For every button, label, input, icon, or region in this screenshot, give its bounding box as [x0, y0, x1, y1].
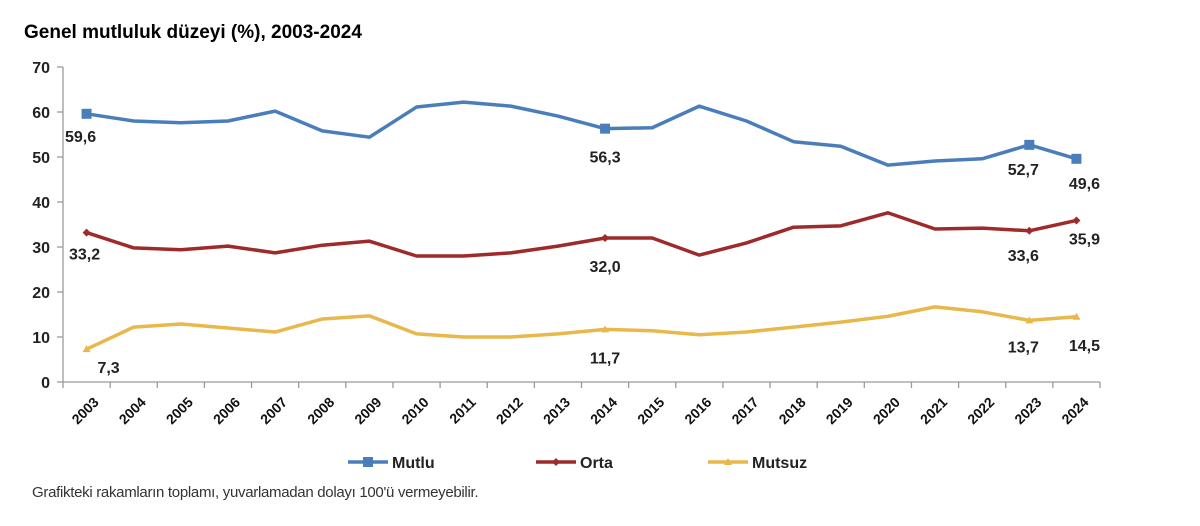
- data-label: 52,7: [1008, 162, 1039, 179]
- data-point-marker: [1025, 316, 1034, 324]
- x-tick-label: 2019: [823, 394, 856, 427]
- data-label: 14,5: [1069, 338, 1100, 355]
- data-labels: 59,6 56,3 52,7 49,6 33,2 32,0 33,6 35,9 7,3 11,7 1…: [65, 129, 1100, 377]
- data-point-marker: [1071, 153, 1082, 164]
- series-line-mutsuz: [84, 305, 1079, 351]
- y-tick-label: 10: [32, 330, 50, 347]
- data-label: 32,0: [589, 259, 620, 276]
- x-tick-label: 2006: [210, 394, 243, 427]
- data-label: 59,6: [65, 129, 96, 146]
- x-tick-label: 2012: [493, 394, 526, 427]
- legend-marker: [552, 458, 560, 466]
- x-tick-label: 2020: [870, 394, 903, 427]
- y-tick-label: 60: [32, 105, 50, 122]
- y-axis: 0 10 20 30 40 50 60 70: [32, 60, 64, 392]
- data-label: 13,7: [1008, 339, 1039, 356]
- x-tick-label: 2018: [775, 394, 808, 427]
- chart-title: Genel mutluluk düzeyi (%), 2003-2024: [24, 22, 362, 43]
- x-tick-label: 2022: [964, 394, 997, 427]
- legend-label: Mutsuz: [752, 455, 807, 472]
- legend-marker: [724, 458, 732, 465]
- x-tick-label: 2011: [446, 394, 479, 427]
- data-point-marker: [601, 234, 610, 242]
- data-label: 33,6: [1008, 248, 1039, 265]
- y-tick-label: 40: [32, 195, 50, 212]
- x-tick-label: 2021: [917, 394, 950, 427]
- y-tick-label: 50: [32, 150, 50, 167]
- data-label: 56,3: [589, 150, 620, 167]
- y-tick-label: 20: [32, 285, 50, 302]
- data-label: 7,3: [97, 360, 119, 377]
- data-point-marker: [1024, 139, 1035, 150]
- data-label: 49,6: [1069, 176, 1100, 193]
- legend-label: Mutlu: [392, 455, 435, 472]
- data-point-marker: [600, 123, 611, 134]
- legend-item-mutlu: Mutlu: [348, 455, 435, 472]
- data-label: 33,2: [69, 247, 100, 264]
- series-lines: [81, 100, 1082, 353]
- x-tick-label: 2008: [304, 394, 337, 427]
- x-tick-label: 2007: [257, 394, 290, 427]
- series-line-orta: [84, 211, 1079, 258]
- x-tick-label: 2004: [116, 394, 149, 427]
- x-tick-label: 2013: [540, 394, 573, 427]
- x-tick-label: 2014: [587, 394, 620, 427]
- footnote: Grafikteki rakamların toplamı, yuvarlama…: [32, 484, 479, 501]
- data-point-marker: [1025, 226, 1034, 235]
- data-point-marker: [82, 345, 91, 353]
- data-point-marker: [82, 228, 91, 237]
- legend-marker: [363, 457, 373, 467]
- x-tick-label: 2016: [681, 394, 714, 427]
- x-tick-label: 2017: [728, 394, 761, 427]
- x-tick-label: 2023: [1011, 394, 1044, 427]
- x-tick-label: 2010: [398, 394, 431, 427]
- series-line-mutlu: [84, 100, 1079, 167]
- data-point-marker: [1072, 216, 1081, 225]
- legend-item-orta: Orta: [536, 455, 613, 472]
- legend-item-mutsuz: Mutsuz: [708, 455, 807, 472]
- x-axis: 2003 2004 2005 2006 2007 2008 2009 2010 2011 2012…: [62, 381, 1101, 427]
- legend: Mutlu Orta Mutsuz: [348, 455, 807, 472]
- x-tick-label: 2015: [634, 394, 667, 427]
- data-point-marker: [1072, 312, 1081, 320]
- x-tick-label: 2009: [351, 394, 384, 427]
- data-label: 11,7: [590, 350, 620, 367]
- x-tick-label: 2005: [163, 394, 196, 427]
- x-tick-label: 2003: [68, 394, 101, 427]
- legend-label: Orta: [580, 455, 613, 472]
- x-tick-label: 2024: [1058, 394, 1091, 427]
- y-tick-label: 70: [32, 60, 50, 77]
- data-point-marker: [601, 325, 610, 333]
- y-tick-label: 30: [32, 240, 50, 257]
- data-point-marker: [81, 108, 92, 119]
- data-label: 35,9: [1069, 231, 1100, 248]
- y-tick-label: 0: [41, 375, 50, 392]
